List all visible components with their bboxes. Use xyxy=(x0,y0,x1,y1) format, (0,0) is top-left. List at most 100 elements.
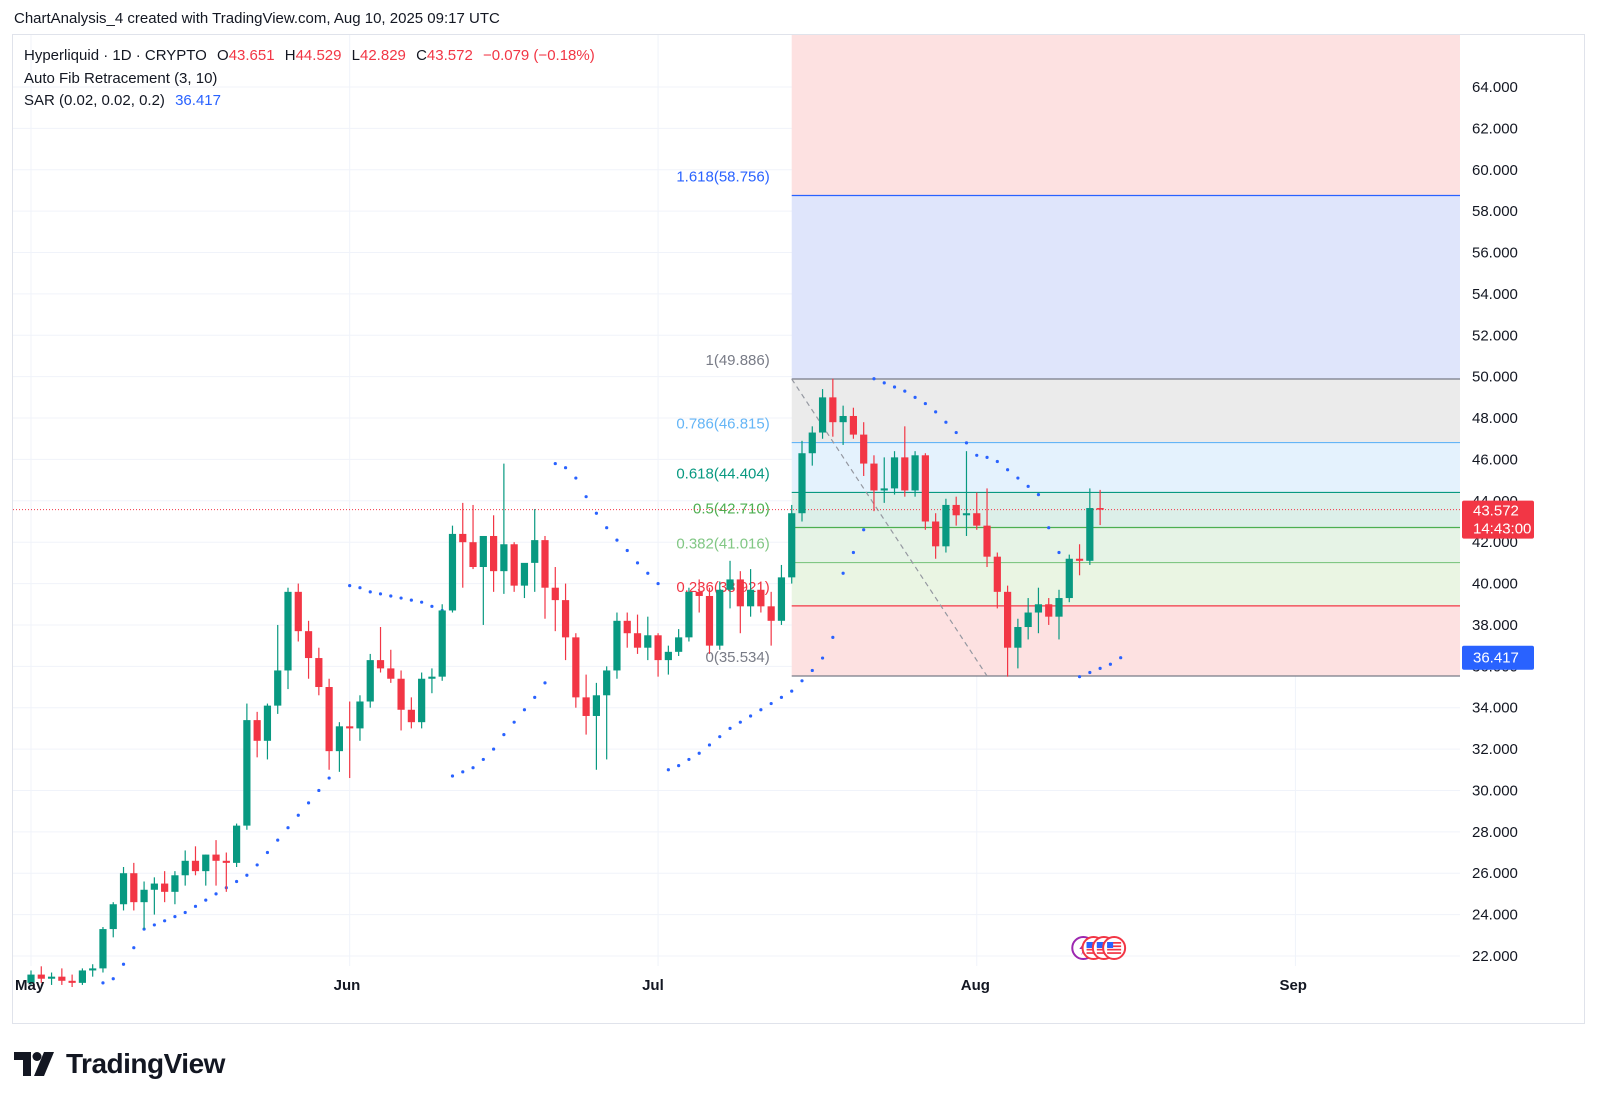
open-label: O xyxy=(217,47,229,64)
fib-level-label-0.382: 0.382(41.016) xyxy=(676,536,769,553)
fib-indicator-legend[interactable]: Auto Fib Retracement (3, 10) xyxy=(24,70,223,87)
candle-body xyxy=(1024,612,1032,628)
candle-body xyxy=(675,637,683,652)
price-axis-label: 56.000 xyxy=(1472,245,1518,262)
sar-dot xyxy=(522,708,527,712)
candle-body xyxy=(685,591,693,638)
candle-body xyxy=(99,929,107,969)
symbol-name[interactable]: Hyperliquid · 1D · CRYPTO xyxy=(24,47,207,64)
candle-body xyxy=(880,488,888,491)
candle-body xyxy=(407,709,415,723)
tradingview-logo[interactable]: TradingView xyxy=(14,1048,225,1080)
candle-body xyxy=(747,589,755,607)
sar-dot xyxy=(594,511,599,515)
last-price-tag-value: 43.572 xyxy=(1473,503,1519,520)
sar-dot xyxy=(163,919,167,923)
candle-body xyxy=(428,676,436,679)
sar-dot xyxy=(173,915,177,919)
candle-body xyxy=(623,620,631,634)
sar-dot xyxy=(615,538,619,542)
sar-dot xyxy=(265,850,270,855)
sar-dot xyxy=(605,526,609,530)
candle-body xyxy=(993,556,1001,592)
sar-dot xyxy=(461,770,465,774)
sar-dot xyxy=(677,764,681,768)
candle-body xyxy=(490,535,498,572)
sar-indicator-value: 36.417 xyxy=(175,92,221,109)
flag-stripe xyxy=(1107,945,1122,948)
sar-dot xyxy=(862,528,866,532)
candle-body xyxy=(592,695,600,716)
candle-body xyxy=(561,600,570,638)
last-price-tag xyxy=(1462,500,1534,539)
candle-body xyxy=(325,687,333,752)
price-axis-label: 48.000 xyxy=(1472,410,1518,427)
sar-price-tag xyxy=(1462,645,1534,670)
candle-body xyxy=(1086,508,1094,561)
sar-dot xyxy=(820,656,825,660)
candle-body xyxy=(798,453,806,514)
candle-body xyxy=(603,670,611,696)
time-axis-label: Jul xyxy=(642,977,664,994)
candle-body xyxy=(274,670,282,706)
sar-dot xyxy=(635,561,640,565)
candle-body xyxy=(870,463,878,491)
price-axis-label: 64.000 xyxy=(1472,79,1518,96)
sar-dot xyxy=(1006,468,1010,472)
sar-dot xyxy=(831,635,835,639)
open-value: 43.651 xyxy=(228,47,275,64)
sar-dot xyxy=(903,389,907,393)
sar-dot xyxy=(687,757,691,762)
price-axis-label: 28.000 xyxy=(1472,824,1518,841)
price-axis-label: 54.000 xyxy=(1472,286,1518,303)
candle-body xyxy=(397,678,405,710)
sar-dot xyxy=(142,927,146,931)
flag-canton xyxy=(1096,942,1103,948)
candle-body xyxy=(448,533,457,611)
fib-level-label-1: 1(49.886) xyxy=(706,352,770,369)
sar-dot xyxy=(779,695,784,699)
sar-dot xyxy=(697,751,701,755)
sar-dot xyxy=(255,863,259,867)
candle-body xyxy=(1065,558,1073,599)
candle-body xyxy=(191,860,200,872)
sar-dot xyxy=(1098,666,1102,670)
price-axis-label: 40.000 xyxy=(1472,576,1518,593)
sar-indicator-legend[interactable]: SAR (0.02, 0.02, 0.2) 36.417 xyxy=(24,92,227,109)
candle-body xyxy=(664,651,672,661)
candle-body xyxy=(1096,508,1104,510)
candle-body xyxy=(1004,591,1012,648)
candle-body xyxy=(849,415,857,435)
close-value: 43.572 xyxy=(426,47,473,64)
sar-dot xyxy=(625,548,629,553)
sar-dot xyxy=(985,455,989,459)
candle-body xyxy=(47,976,56,979)
sar-dot xyxy=(934,410,938,414)
symbol-legend[interactable]: Hyperliquid · 1D · CRYPTO O43.651 H44.52… xyxy=(24,47,601,64)
candle-body xyxy=(418,678,426,723)
flag-stripe xyxy=(1107,942,1122,944)
fib-level-label-1.618: 1.618(58.756) xyxy=(676,169,769,186)
candle-body xyxy=(335,726,343,752)
sar-dot xyxy=(666,768,670,772)
sar-indicator-label[interactable]: SAR (0.02, 0.02, 0.2) xyxy=(24,92,165,109)
candle-body xyxy=(58,976,66,981)
candle-body xyxy=(387,668,395,679)
sar-dot xyxy=(286,826,290,830)
candle-body xyxy=(356,701,364,729)
sar-dot xyxy=(749,714,753,718)
candle-body xyxy=(346,726,354,729)
sar-dot xyxy=(800,679,804,683)
candle-body xyxy=(315,658,323,688)
sar-dot xyxy=(646,571,650,575)
fib-indicator-label[interactable]: Auto Fib Retracement (3, 10) xyxy=(24,70,218,87)
high-value: 44.529 xyxy=(295,47,342,64)
sar-dot xyxy=(1057,550,1061,555)
price-axis-label: 46.000 xyxy=(1472,451,1518,468)
price-axis-label: 26.000 xyxy=(1472,865,1518,882)
sar-dot xyxy=(430,604,434,608)
candle-body xyxy=(921,455,929,522)
candle-body xyxy=(89,968,97,971)
sar-dot xyxy=(944,420,948,424)
